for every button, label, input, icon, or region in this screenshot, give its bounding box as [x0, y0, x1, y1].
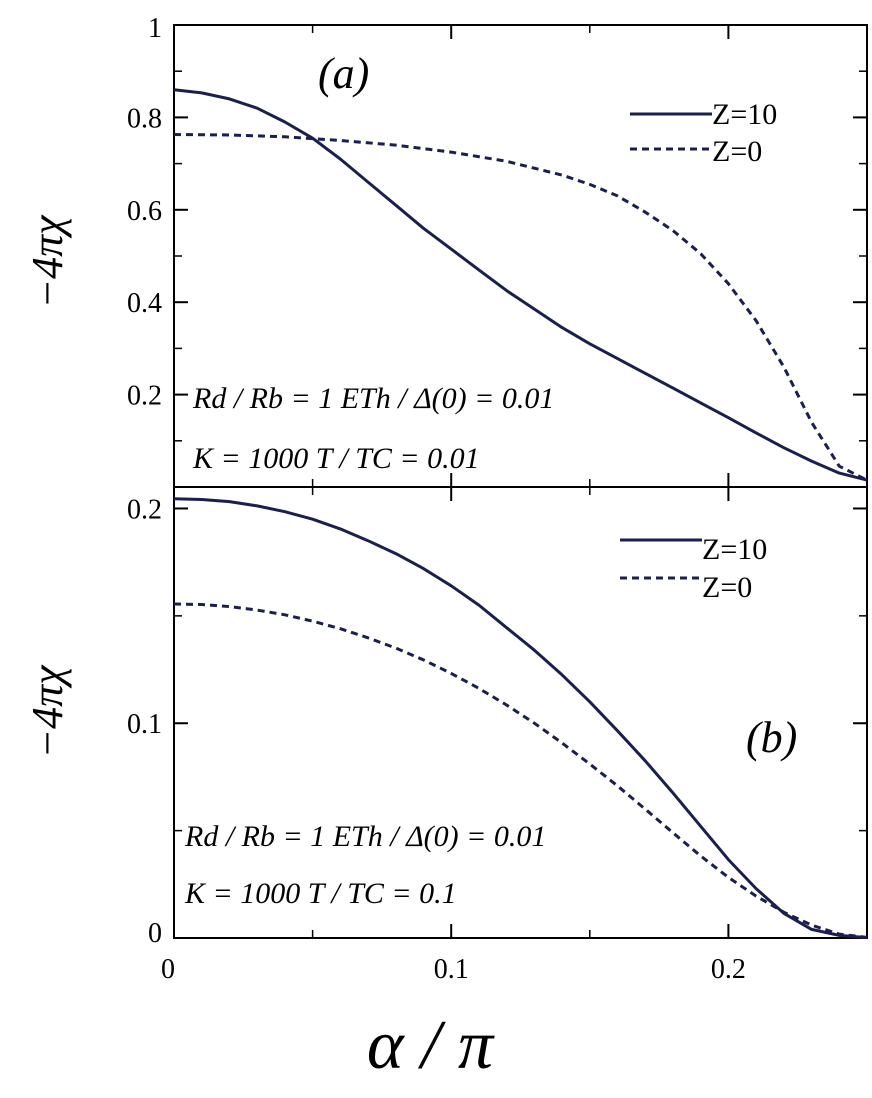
- series-line-z0-b: [173, 602, 868, 939]
- panel-label-b: (b): [746, 713, 797, 762]
- y-tick-label: 0.2: [127, 494, 162, 525]
- y-tick-label: 0.4: [127, 288, 162, 319]
- plot-frame-b: [173, 486, 868, 939]
- annotation-1-a: Rd / Rb = 1 ETh / Δ(0) = 0.01: [192, 382, 554, 415]
- legend-label-z0-b: Z=0: [702, 571, 752, 604]
- panel-a: 0.2 0.4 0.6 0.8 1 (a) −4πχ Z=10 Z=0 Rd / Rb …: [23, 13, 868, 488]
- series-line-z10-b: [173, 497, 868, 940]
- annotation-2-a: K = 1000 T / TC = 0.01: [192, 442, 480, 475]
- x-tick-label: 0: [161, 954, 175, 985]
- legend-a: Z=10 Z=0: [630, 98, 777, 168]
- legend-label-z10-a: Z=10: [712, 98, 777, 131]
- y-axis-title-a: −4πχ: [23, 214, 72, 309]
- series-line-z0-a: [173, 133, 868, 482]
- plot-frame-a: [173, 24, 868, 488]
- ticks-a: 0.2 0.4 0.6 0.8 1: [127, 13, 868, 488]
- x-tick-label: 0.1: [434, 954, 469, 985]
- x-tick-label: 0.2: [711, 954, 746, 985]
- lines-b: [173, 497, 868, 940]
- legend-label-z10-b: Z=10: [702, 533, 767, 566]
- annotation-1-b: Rd / Rb = 1 ETh / Δ(0) = 0.01: [184, 820, 546, 853]
- y-tick-label: 0: [148, 918, 162, 949]
- series-line-z10-a: [173, 88, 868, 482]
- y-tick-label: 0.1: [127, 709, 162, 740]
- legend-label-z0-a: Z=0: [712, 135, 762, 168]
- panel-b: 0 0.1 0.2 0 0.1 0.2 (b) −4πχ Z=10 Z=0 Rd / Rb…: [23, 486, 868, 1084]
- y-tick-label: 0.6: [127, 196, 162, 227]
- legend-b: Z=10 Z=0: [620, 533, 767, 604]
- x-axis-title: α / π: [367, 1007, 495, 1084]
- y-tick-label: 0.2: [127, 381, 162, 412]
- ticks-b: 0 0.1 0.2 0 0.1 0.2: [127, 487, 868, 985]
- lines-a: [173, 88, 868, 482]
- panel-label-a: (a): [318, 49, 369, 98]
- annotation-2-b: K = 1000 T / TC = 0.1: [184, 877, 457, 910]
- y-tick-label: 1: [148, 13, 162, 44]
- y-tick-label: 0.8: [127, 103, 162, 134]
- y-axis-title-b: −4πχ: [23, 664, 72, 759]
